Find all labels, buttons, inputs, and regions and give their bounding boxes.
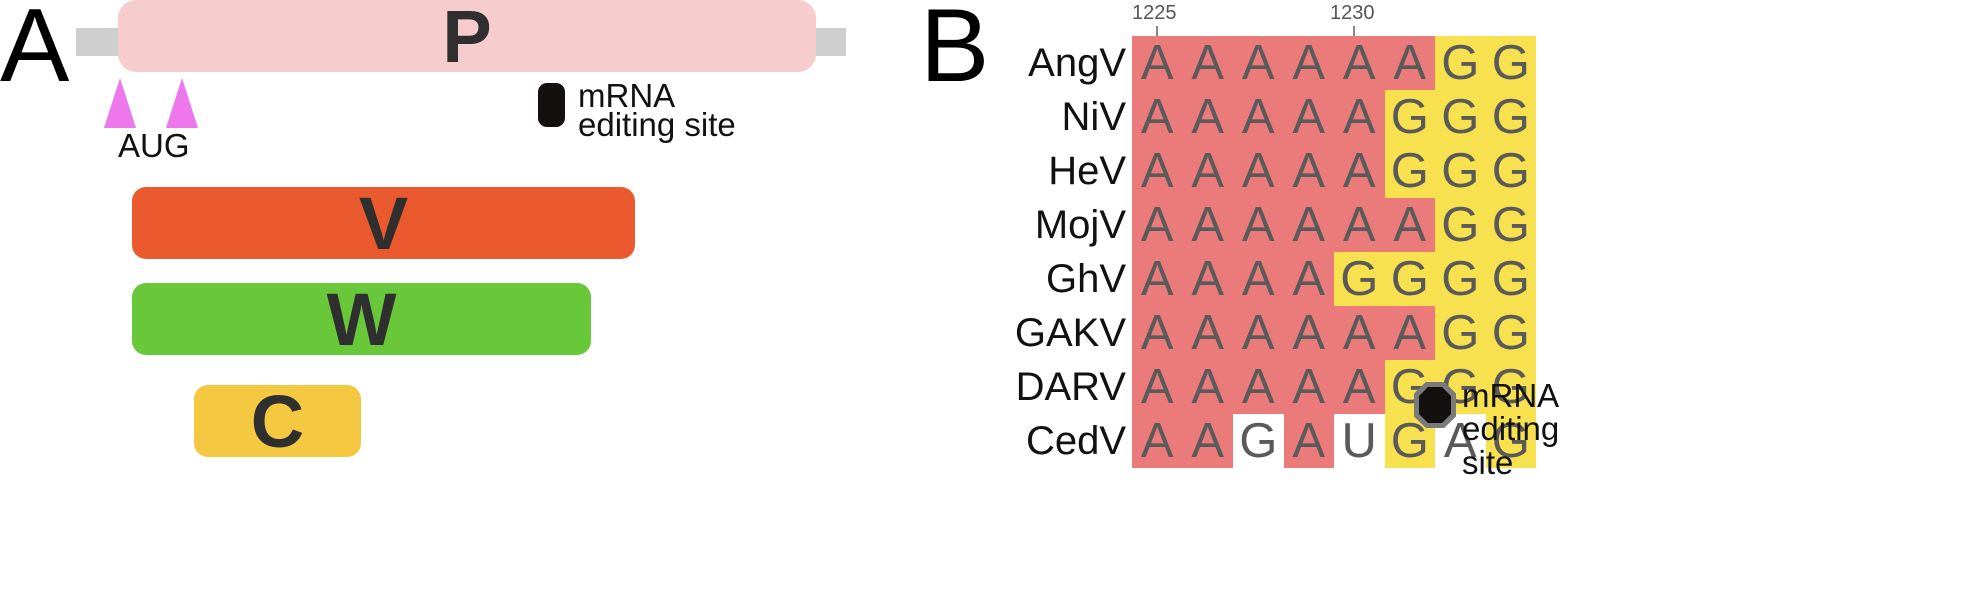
editing-site-marker-b-inner	[1419, 387, 1451, 423]
nucleotide-cell: A	[1384, 36, 1435, 90]
nucleotide-cell: A	[1283, 198, 1334, 252]
nucleotide-cell: A	[1283, 36, 1334, 90]
position-tick-1230	[1353, 26, 1355, 36]
nucleotide-cell: G	[1435, 144, 1486, 198]
nucleotide-cell: A	[1283, 414, 1334, 468]
nucleotide-cell: G	[1485, 36, 1536, 90]
species-label: NiV	[1061, 95, 1126, 139]
nucleotide-cell: A	[1384, 198, 1435, 252]
species-label-column: AngV NiV HeV MojV GhV GAKV DARV CedV	[976, 36, 1126, 468]
editing-site-b-label-line1: mRNA	[1462, 377, 1560, 414]
nucleotide-cell: G	[1485, 414, 1536, 468]
v-protein-label: V	[358, 181, 409, 265]
nucleotide-cell: U	[1334, 414, 1385, 468]
nucleotide-cell: A	[1283, 252, 1334, 306]
editing-site-b-label-line2: editing	[1462, 410, 1560, 447]
nucleotide-cell: A	[1334, 306, 1385, 360]
species-label: GAKV	[1014, 311, 1126, 355]
nucleotide-cell: A	[1182, 252, 1233, 306]
nucleotide-cell: G	[1435, 252, 1486, 306]
nucleotide-cell: A	[1132, 414, 1183, 468]
nucleotide-cell: A	[1283, 144, 1334, 198]
nucleotide-cell: A	[1182, 198, 1233, 252]
position-tick-1225	[1156, 26, 1158, 36]
nucleotide-cell: A	[1384, 306, 1435, 360]
nucleotide-cell: A	[1283, 360, 1334, 414]
nucleotide-cell: A	[1233, 306, 1284, 360]
c-protein-bar: C	[194, 380, 361, 463]
nucleotide-cell: A	[1132, 36, 1183, 90]
species-label: MojV	[1034, 203, 1126, 247]
panel-a-letter: A	[0, 0, 70, 104]
nucleotide-cell: G	[1384, 144, 1435, 198]
nucleotide-cell: A	[1182, 144, 1233, 198]
nucleotide-cell: A	[1334, 360, 1385, 414]
editing-site-marker	[538, 83, 565, 127]
nucleotide-cell: A	[1283, 90, 1334, 144]
c-protein-label: C	[250, 379, 305, 463]
aug-start-marker-1	[104, 78, 136, 128]
species-label: DARV	[1015, 365, 1126, 409]
editing-site-label-line2: editing site	[578, 106, 736, 143]
nucleotide-cell: A	[1182, 360, 1233, 414]
species-label: AngV	[1028, 41, 1126, 85]
nucleotide-cell: A	[1233, 144, 1284, 198]
species-label: CedV	[1025, 419, 1126, 463]
aug-label: AUG	[118, 127, 190, 164]
nucleotide-cell: G	[1485, 90, 1536, 144]
nucleotide-cell: A	[1334, 90, 1385, 144]
nucleotide-cell: G	[1334, 252, 1385, 306]
nucleotide-cell: G	[1435, 198, 1486, 252]
editing-site-b-label-line3: site	[1462, 444, 1514, 481]
nucleotide-cell: G	[1233, 414, 1284, 468]
p-protein-bar: P	[118, 0, 816, 78]
nucleotide-cell: A	[1182, 36, 1233, 90]
nucleotide-cell: A	[1182, 414, 1233, 468]
panel-b-letter: B	[920, 0, 990, 104]
nucleotide-cell: A	[1233, 252, 1284, 306]
nucleotide-cell: G	[1435, 306, 1486, 360]
nucleotide-cell: G	[1485, 144, 1536, 198]
nucleotide-cell: G	[1485, 252, 1536, 306]
nucleotide-cell: A	[1132, 360, 1183, 414]
nucleotide-cell: A	[1132, 90, 1183, 144]
nucleotide-cell: A	[1334, 198, 1385, 252]
nucleotide-cell: A	[1182, 90, 1233, 144]
nucleotide-cell: G	[1384, 252, 1435, 306]
position-tick-label-1230: 1230	[1330, 2, 1375, 24]
v-protein-bar: V	[132, 182, 635, 265]
nucleotide-cell: A	[1283, 306, 1334, 360]
position-tick-label-1225: 1225	[1132, 2, 1177, 24]
nucleotide-cell: G	[1435, 90, 1486, 144]
nucleotide-cell: G	[1485, 360, 1536, 414]
nucleotide-cell: A	[1132, 144, 1183, 198]
editing-site-label-line1: mRNA	[578, 77, 676, 114]
aug-start-marker-2	[166, 78, 198, 128]
p-protein-label: P	[442, 0, 492, 78]
nucleotide-cell: A	[1182, 306, 1233, 360]
nucleotide-cell: G	[1384, 90, 1435, 144]
species-label: HeV	[1048, 149, 1126, 193]
nucleotide-cell: A	[1132, 252, 1183, 306]
nucleotide-cell: A	[1334, 36, 1385, 90]
nucleotide-cell: A	[1132, 306, 1183, 360]
species-label: GhV	[1045, 257, 1126, 301]
nucleotide-cell: A	[1233, 198, 1284, 252]
nucleotide-cell: G	[1435, 36, 1486, 90]
w-protein-label: W	[326, 277, 397, 361]
nucleotide-cell: A	[1132, 198, 1183, 252]
nucleotide-cell: G	[1485, 306, 1536, 360]
nucleotide-cell: A	[1334, 144, 1385, 198]
nucleotide-cell: A	[1233, 360, 1284, 414]
nucleotide-cell: A	[1233, 36, 1284, 90]
w-protein-bar: W	[132, 278, 591, 361]
nucleotide-cell: G	[1485, 198, 1536, 252]
nucleotide-cell: A	[1233, 90, 1284, 144]
